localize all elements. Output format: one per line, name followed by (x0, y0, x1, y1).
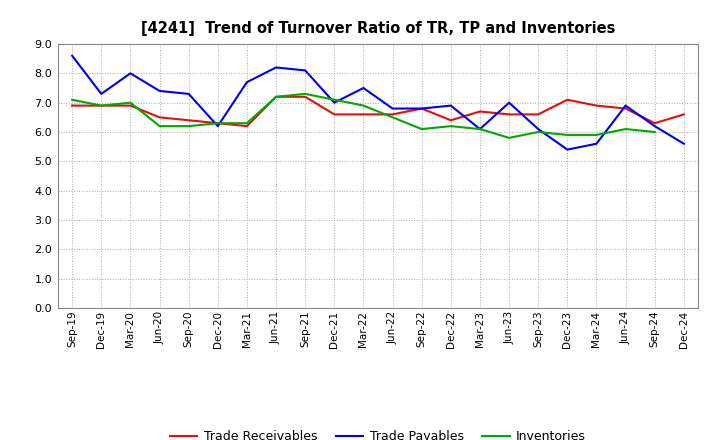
Inventories (446, 124, 455, 129)
Trade Payables (592, 141, 600, 147)
Trade Receivables (476, 109, 485, 114)
Inventories (271, 94, 280, 99)
Trade Payables (213, 124, 222, 129)
Inventories (534, 129, 543, 135)
Inventories (213, 121, 222, 126)
Trade Payables (418, 106, 426, 111)
Inventories (97, 103, 106, 108)
Trade Payables (97, 91, 106, 96)
Inventories (243, 121, 251, 126)
Inventories (505, 135, 513, 140)
Trade Payables (621, 103, 630, 108)
Trade Payables (184, 91, 193, 96)
Line: Trade Receivables: Trade Receivables (72, 97, 684, 126)
Trade Receivables (650, 121, 659, 126)
Trade Receivables (156, 115, 164, 120)
Inventories (301, 91, 310, 96)
Trade Payables (330, 100, 338, 105)
Inventories (621, 126, 630, 132)
Trade Receivables (680, 112, 688, 117)
Trade Receivables (243, 124, 251, 129)
Trade Receivables (301, 94, 310, 99)
Inventories (184, 124, 193, 129)
Inventories (650, 129, 659, 135)
Trade Receivables (184, 117, 193, 123)
Trade Payables (301, 68, 310, 73)
Trade Payables (156, 88, 164, 94)
Trade Receivables (534, 112, 543, 117)
Trade Receivables (446, 117, 455, 123)
Trade Receivables (563, 97, 572, 103)
Trade Receivables (388, 112, 397, 117)
Trade Receivables (97, 103, 106, 108)
Trade Receivables (68, 103, 76, 108)
Trade Payables (271, 65, 280, 70)
Trade Receivables (621, 106, 630, 111)
Inventories (563, 132, 572, 138)
Trade Receivables (359, 112, 368, 117)
Inventories (68, 97, 76, 103)
Inventories (359, 103, 368, 108)
Inventories (330, 97, 338, 103)
Trade Receivables (271, 94, 280, 99)
Inventories (592, 132, 600, 138)
Trade Receivables (330, 112, 338, 117)
Trade Receivables (213, 121, 222, 126)
Trade Payables (126, 71, 135, 76)
Line: Trade Payables: Trade Payables (72, 56, 684, 150)
Trade Receivables (505, 112, 513, 117)
Trade Payables (446, 103, 455, 108)
Inventories (156, 124, 164, 129)
Trade Payables (534, 126, 543, 132)
Inventories (476, 126, 485, 132)
Line: Inventories: Inventories (72, 94, 654, 138)
Trade Receivables (126, 103, 135, 108)
Inventories (418, 126, 426, 132)
Trade Receivables (418, 106, 426, 111)
Trade Payables (650, 124, 659, 129)
Trade Payables (388, 106, 397, 111)
Inventories (126, 100, 135, 105)
Trade Payables (243, 80, 251, 85)
Trade Payables (563, 147, 572, 152)
Trade Payables (680, 141, 688, 147)
Title: [4241]  Trend of Turnover Ratio of TR, TP and Inventories: [4241] Trend of Turnover Ratio of TR, TP… (141, 21, 615, 36)
Trade Payables (68, 53, 76, 59)
Legend: Trade Receivables, Trade Payables, Inventories: Trade Receivables, Trade Payables, Inven… (165, 425, 591, 440)
Trade Receivables (592, 103, 600, 108)
Inventories (388, 115, 397, 120)
Trade Payables (476, 126, 485, 132)
Trade Payables (505, 100, 513, 105)
Trade Payables (359, 85, 368, 91)
